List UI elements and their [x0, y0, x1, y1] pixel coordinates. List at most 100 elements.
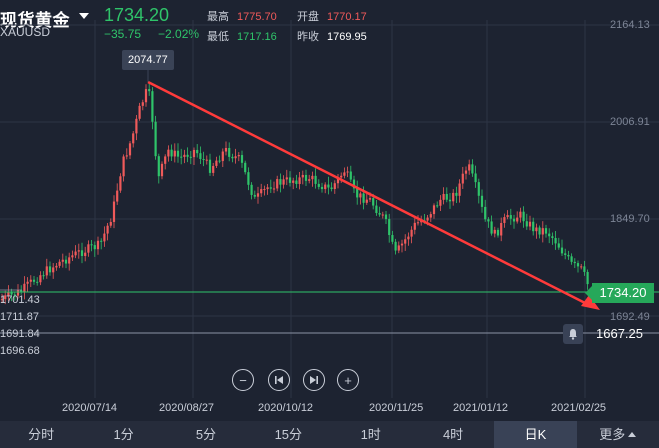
x-axis-label: 2020/10/12 — [258, 402, 314, 414]
tab-4hour[interactable]: 4时 — [442, 427, 464, 442]
candle-body — [253, 194, 256, 197]
candle-body — [327, 184, 330, 188]
candle-body — [202, 158, 205, 160]
candle-body — [208, 159, 212, 173]
next-button[interactable] — [303, 369, 325, 391]
tab-intraday[interactable]: 分时 — [28, 427, 55, 442]
candlestick-chart[interactable] — [0, 0, 659, 421]
stat-prev-close-label: 昨收 — [297, 31, 319, 43]
alert-price-label[interactable]: 1667.25 — [596, 326, 643, 341]
candle-body — [125, 155, 128, 157]
candle-body — [301, 174, 304, 178]
candle-body — [554, 238, 557, 244]
tab-1hour[interactable]: 1时 — [360, 427, 381, 442]
candle-body — [292, 180, 295, 183]
candle-body — [432, 205, 436, 215]
candle-body — [173, 150, 176, 157]
candle-body — [461, 173, 464, 184]
candle-body — [356, 188, 359, 198]
x-axis-label: 2020/11/25 — [369, 402, 424, 414]
x-axis-label: 2021/02/25 — [551, 402, 607, 414]
stat-prev-close-value: 1769.95 — [327, 31, 367, 43]
candle-body — [61, 259, 64, 262]
candle-body — [64, 259, 68, 264]
bell-icon[interactable] — [563, 324, 583, 344]
prev-button[interactable] — [268, 369, 290, 391]
tab-5min[interactable]: 5分 — [195, 427, 217, 442]
candle-body — [544, 228, 548, 234]
candle-body — [416, 222, 420, 224]
candle-body — [448, 199, 452, 202]
candle-body — [560, 247, 564, 254]
tab-15min[interactable]: 15分 — [274, 427, 303, 442]
candle-body — [135, 118, 138, 134]
candle-body — [234, 156, 237, 159]
trend-line-arrowhead — [581, 295, 600, 310]
candle-body — [39, 275, 42, 283]
candle-body — [394, 241, 397, 251]
candle-body — [458, 183, 461, 196]
candle-body — [320, 186, 324, 190]
candle-body — [7, 292, 10, 296]
candle-body — [516, 217, 519, 222]
candle-body — [154, 121, 157, 157]
candle-body — [74, 251, 77, 256]
tab-more[interactable]: 更多 — [577, 421, 659, 448]
candle-body — [506, 215, 509, 218]
candle-body — [304, 174, 308, 181]
price-change: −35.75 — [104, 27, 142, 41]
candle-body — [221, 151, 224, 162]
candle-body — [464, 170, 468, 174]
candle-body — [29, 279, 32, 282]
candle-body — [496, 229, 500, 236]
stat-open-value: 1770.17 — [327, 11, 367, 23]
candle-body — [269, 187, 272, 189]
candle-body — [231, 156, 234, 159]
skip-forward-icon — [310, 376, 318, 384]
y-axis-label: 1692.49 — [610, 311, 650, 323]
candle-body — [36, 281, 39, 283]
stat-low: 最低 1717.16 — [207, 28, 277, 44]
candle-body — [410, 229, 413, 237]
candle-body — [122, 156, 125, 177]
candle-body — [141, 102, 144, 106]
x-axis-label: 2021/01/12 — [453, 402, 509, 414]
candle-body — [263, 189, 266, 191]
candle-body — [512, 218, 516, 222]
candle-body — [311, 175, 314, 180]
chevron-down-icon[interactable] — [79, 13, 89, 19]
candle-body — [116, 190, 119, 202]
candle-body — [336, 177, 340, 184]
candle-body — [96, 240, 100, 250]
zoom-in-button[interactable]: + — [337, 369, 359, 391]
candle-body — [260, 189, 263, 194]
stat-high-value: 1775.70 — [237, 11, 277, 23]
candle-body — [503, 217, 506, 223]
candle-body — [205, 159, 208, 161]
ma-value-label: 1696.68 — [0, 345, 40, 357]
candle-body — [272, 188, 276, 190]
bell-icon-glyph — [569, 329, 577, 340]
candle-body — [10, 292, 13, 295]
candle-body — [586, 271, 589, 285]
tab-1min[interactable]: 1分 — [113, 427, 134, 442]
candle-body — [186, 154, 189, 157]
zoom-out-button[interactable]: − — [232, 369, 254, 391]
candle-body — [103, 233, 106, 242]
candle-body — [436, 205, 439, 207]
candle-body — [132, 133, 135, 144]
candle-body — [148, 89, 151, 92]
candle-body — [541, 228, 544, 235]
candle-body — [157, 156, 160, 177]
candle-body — [13, 294, 16, 296]
stat-high: 最高 1775.70 — [207, 8, 277, 24]
tab-daily[interactable]: 日K — [494, 421, 577, 448]
candle-body — [317, 183, 320, 187]
candle-body — [45, 266, 48, 276]
candle-body — [112, 201, 116, 222]
candle-body — [538, 227, 541, 235]
candle-body — [474, 173, 477, 183]
candle-body — [375, 205, 378, 214]
candle-body — [224, 147, 228, 152]
candle-body — [525, 221, 528, 227]
